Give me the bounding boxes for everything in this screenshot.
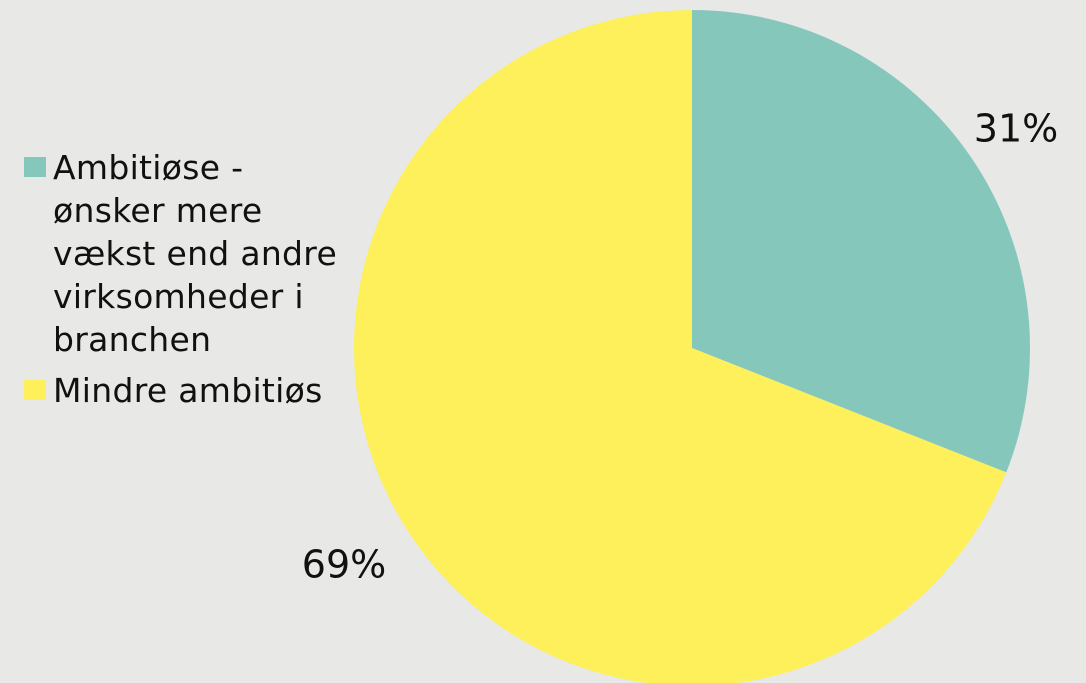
pie-slice-ambitious xyxy=(692,10,1030,473)
pie-label-less-ambitious: 69% xyxy=(302,543,386,587)
legend-label-ambitious: Ambitiøse - ønsker mere vækst end andre … xyxy=(53,148,338,359)
pie-slice-less-ambitious xyxy=(354,10,1007,683)
pie-slices xyxy=(354,10,1030,683)
pie-label-ambitious: 31% xyxy=(974,107,1058,151)
legend-label-less-ambitious: Mindre ambitiøs xyxy=(53,371,323,410)
legend: Ambitiøse - ønsker mere vækst end andre … xyxy=(24,146,354,420)
legend-swatch-less-ambitious xyxy=(24,380,46,400)
legend-item-ambitious: Ambitiøse - ønsker mere vækst end andre … xyxy=(24,146,354,361)
pie-labels: 31% 69% xyxy=(302,107,1058,587)
legend-item-less-ambitious: Mindre ambitiøs xyxy=(24,369,354,412)
legend-swatch-ambitious xyxy=(24,157,46,177)
